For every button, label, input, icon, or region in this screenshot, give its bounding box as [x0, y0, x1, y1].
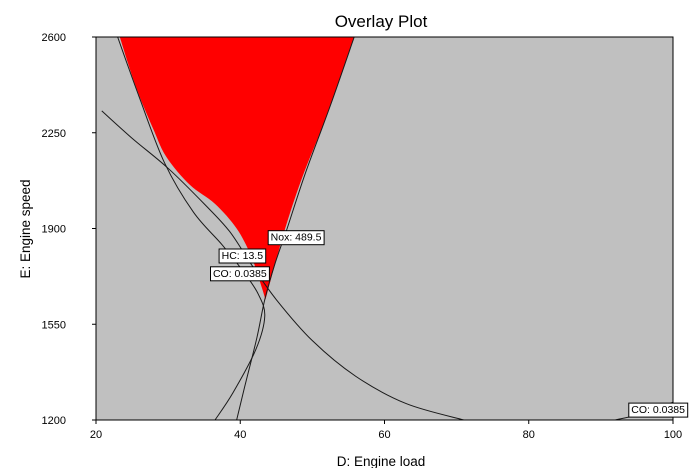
x-axis-label: D: Engine load	[337, 454, 426, 468]
contour-label-box	[210, 266, 270, 282]
contour-label-box	[218, 248, 267, 264]
x-tick-label: 100	[664, 429, 682, 441]
y-tick-label: 1550	[42, 319, 66, 331]
y-axis-label: E: Engine speed	[18, 179, 33, 278]
x-tick-label: 20	[90, 429, 102, 441]
y-tick-label: 2600	[42, 32, 66, 44]
chart-title: Overlay Plot	[335, 12, 428, 31]
contour-line-3	[236, 37, 355, 420]
contour-label: CO: 0.0385	[210, 266, 270, 282]
contour-label-text: Nox: 489.5	[271, 232, 322, 244]
x-tick-label: 80	[523, 429, 535, 441]
contour-label-text: CO: 0.0385	[213, 268, 267, 280]
contour-label: CO: 0.0385	[628, 402, 689, 418]
y-tick-label: 1900	[42, 224, 66, 236]
contour-label-text: CO: 0.0385	[631, 404, 685, 416]
contour-label: HC: 13.5	[218, 248, 267, 264]
contour-label-box	[628, 402, 689, 418]
x-tick-label: 40	[234, 429, 246, 441]
contour-label: Nox: 489.5	[267, 230, 325, 246]
contour-label-box	[267, 230, 325, 246]
feasible-region	[119, 37, 355, 300]
y-tick-label: 1200	[42, 415, 66, 427]
y-tick-label: 2250	[42, 128, 66, 140]
contour-label-text: HC: 13.5	[222, 250, 264, 262]
contour-line-0	[101, 110, 464, 420]
x-tick-label: 60	[378, 429, 390, 441]
